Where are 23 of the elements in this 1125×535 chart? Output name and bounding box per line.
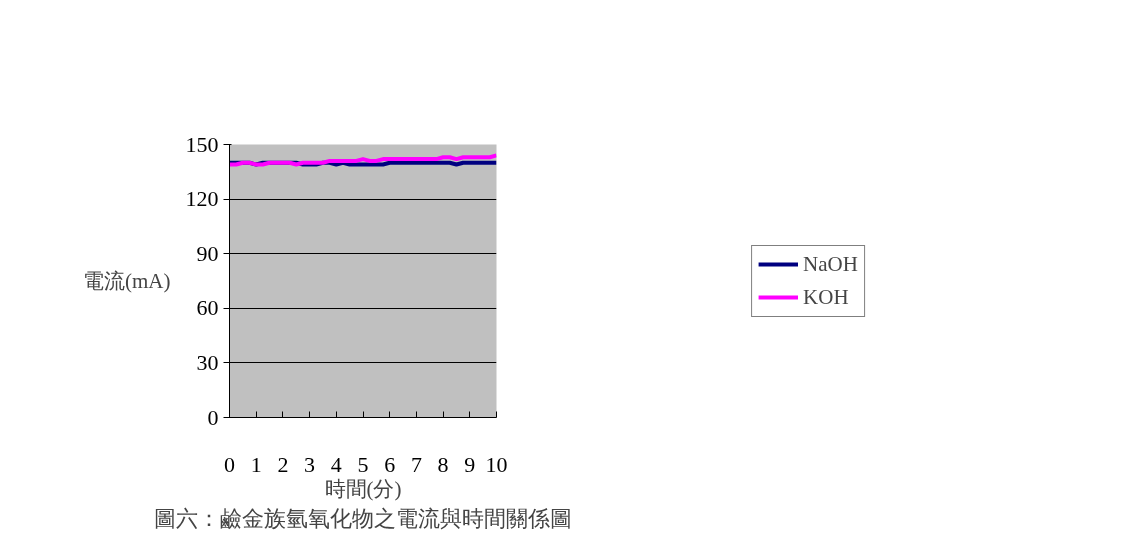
x-tick-label: 8 <box>437 451 449 477</box>
text: 圖六：鹼金族氫氧化物之電流與時間關係圖 <box>154 505 572 531</box>
x-tick-label: 7 <box>410 451 422 477</box>
x-tick-label: 6 <box>384 451 396 477</box>
x-axis-title: 時間(分) <box>324 476 402 501</box>
y-tick-label: 60 <box>196 295 219 321</box>
y-axis-title: 電流(mA) <box>83 269 171 293</box>
y-tick-label: 150 <box>185 131 219 157</box>
y-tick-label: 90 <box>196 240 219 266</box>
line-series <box>229 153 497 167</box>
x-tick-label: 5 <box>357 451 369 477</box>
legend-label: NaOH <box>803 251 858 277</box>
legend-label: KOH <box>803 284 849 310</box>
x-tick-label: 0 <box>224 451 235 477</box>
x-tick-label: 10 <box>485 451 508 477</box>
x-tick-label: 9 <box>464 451 476 477</box>
x-tick-label: 3 <box>304 451 316 477</box>
y-tick-label: 30 <box>196 349 219 375</box>
x-tick-label: 4 <box>330 451 342 477</box>
x-tick-label: 2 <box>277 451 289 477</box>
y-tick-label: 0 <box>207 404 219 430</box>
x-tick-label: 1 <box>250 451 262 477</box>
y-tick-label: 120 <box>185 186 219 212</box>
